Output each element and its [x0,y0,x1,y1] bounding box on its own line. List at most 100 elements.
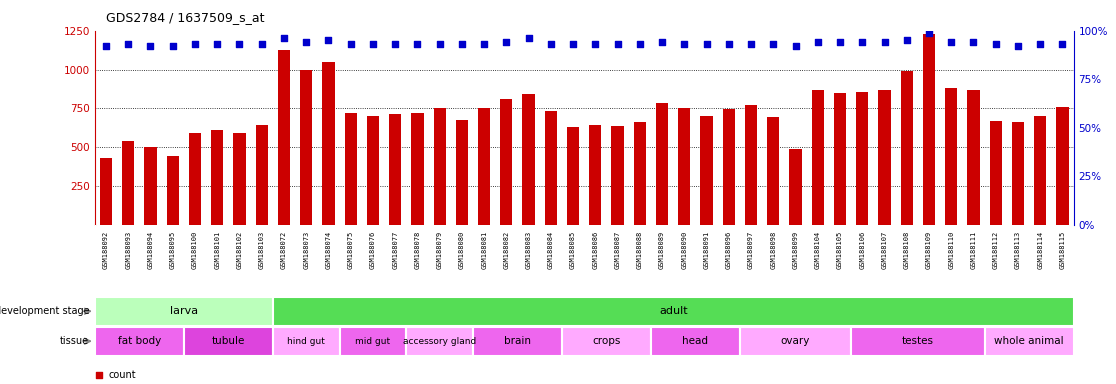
Bar [412,113,423,225]
Bar [455,120,468,225]
Bar [389,114,402,225]
Bar [189,133,201,225]
Point [631,41,648,47]
Point [297,39,315,45]
Text: GDS2784 / 1637509_s_at: GDS2784 / 1637509_s_at [106,12,264,25]
Point [720,41,738,47]
Point [97,43,115,49]
Point [364,41,382,47]
Point [542,41,560,47]
Point [698,41,715,47]
Bar [122,141,134,225]
Bar [144,147,156,225]
Point [142,43,160,49]
Point [565,41,583,47]
Point [742,41,760,47]
Text: whole animal: whole animal [994,336,1064,346]
Bar [767,117,779,225]
Text: head: head [683,336,709,346]
Text: count: count [108,370,136,380]
Bar [95,297,272,326]
Point [675,41,693,47]
Bar [589,125,602,225]
Point [90,372,108,378]
Bar [789,149,801,225]
Point [164,43,182,49]
Text: hind gut: hind gut [287,337,325,346]
Text: tubule: tubule [212,336,246,346]
Point [252,41,270,47]
Bar [99,158,112,225]
Bar [478,108,490,225]
Text: mid gut: mid gut [355,337,391,346]
Text: tissue: tissue [60,336,89,346]
Bar [1012,122,1024,225]
Point [408,41,426,47]
Bar [723,109,735,225]
Point [453,41,471,47]
Bar [945,88,958,225]
Bar [406,327,473,356]
Bar [345,113,357,225]
Point [942,39,960,45]
Bar [811,90,824,225]
Bar [656,103,668,225]
Bar [473,327,562,356]
Bar [184,327,272,356]
Bar [740,327,852,356]
Point [831,39,849,45]
Point [608,41,626,47]
Point [209,41,227,47]
Point [1009,43,1027,49]
Bar [834,93,846,225]
Point [1031,41,1049,47]
Point [809,39,827,45]
Bar [701,116,713,225]
Bar [500,99,512,225]
Point [876,39,894,45]
Bar [612,126,624,225]
Bar [878,90,891,225]
Point [653,39,671,45]
Bar [211,130,223,225]
Bar [852,327,984,356]
Bar [679,108,691,225]
Point [119,41,137,47]
Bar [923,34,935,225]
Point [186,41,204,47]
Bar [233,133,246,225]
Bar [433,108,445,225]
Text: ovary: ovary [781,336,810,346]
Text: crops: crops [593,336,620,346]
Point [431,41,449,47]
Text: brain: brain [504,336,531,346]
Bar [272,297,1074,326]
Bar [634,122,646,225]
Bar [1057,107,1069,225]
Text: accessory gland: accessory gland [403,337,477,346]
Point [275,35,292,41]
Bar [278,50,290,225]
Point [787,43,805,49]
Point [987,41,1004,47]
Bar [567,127,579,225]
Text: larva: larva [170,306,198,316]
Text: adult: adult [658,306,687,316]
Point [1054,41,1071,47]
Bar [990,121,1002,225]
Point [854,39,872,45]
Text: fat body: fat body [117,336,161,346]
Point [520,35,538,41]
Text: testes: testes [902,336,934,346]
Point [498,39,516,45]
Bar [522,94,535,225]
Bar [901,71,913,225]
Bar [300,70,312,225]
Bar [323,62,335,225]
Bar [545,111,557,225]
Point [341,41,359,47]
Bar [166,156,179,225]
Point [386,41,404,47]
Bar [984,327,1074,356]
Point [475,41,493,47]
